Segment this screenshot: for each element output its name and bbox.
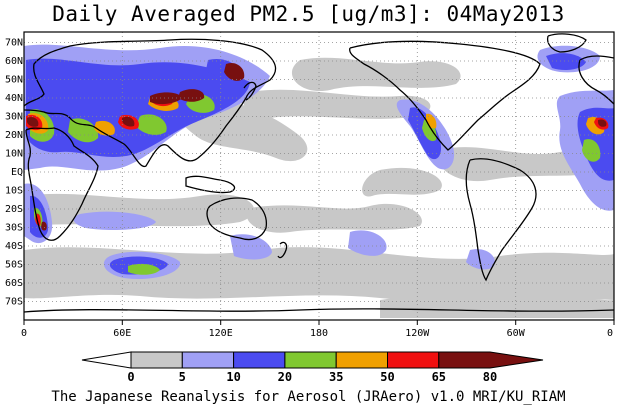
colorbar-label: 35 — [329, 370, 343, 384]
coastline-greenland — [546, 33, 587, 53]
coastlines — [24, 33, 614, 313]
extreme-concentration-areas — [27, 62, 607, 231]
colorbar-segment — [438, 351, 544, 369]
lon-label: 60E — [113, 328, 131, 339]
lat-label: 30S — [5, 223, 23, 234]
lon-label: 120E — [209, 328, 233, 339]
coastline-indonesia — [185, 175, 236, 194]
colorbar-segment — [335, 351, 389, 369]
coastline-antarctica — [24, 308, 614, 313]
lon-label: 180 — [310, 328, 328, 339]
coastline-africa — [25, 127, 99, 241]
coastline-europe — [578, 55, 614, 105]
lon-label: 0 — [607, 328, 613, 339]
colorbar-label: 50 — [380, 370, 394, 384]
lat-label: 10N — [5, 149, 23, 160]
lon-label: 120W — [405, 328, 430, 339]
footer-credit: The Japanese Reanalysis for Aerosol (JRA… — [51, 389, 566, 405]
coastline-north-america — [349, 40, 541, 151]
lat-label: 40S — [5, 241, 23, 252]
colorbar-segment — [130, 351, 183, 369]
lat-label: 20N — [5, 130, 23, 141]
colorbar-label: 5 — [179, 370, 186, 384]
colorbar-segment — [81, 351, 132, 369]
pm25-map: 70N 60N 50N 40N 30N 20N 10N EQ 10S 20S 3… — [5, 31, 615, 384]
colorbar-segment — [233, 351, 286, 369]
coastline-new-zealand — [277, 241, 288, 259]
coastline-south-america — [465, 158, 537, 282]
colorbar-segment — [387, 351, 440, 369]
light-concentration-areas — [24, 57, 614, 318]
lat-label: EQ — [11, 167, 23, 178]
colorbar-label: 65 — [432, 370, 446, 384]
coastline-japan — [243, 81, 257, 101]
plume-layer — [24, 44, 614, 318]
longitude-labels: 0 60E 120E 180 120W 60W 0 — [21, 328, 613, 339]
colorbar-segment — [284, 351, 337, 369]
lat-label: 60N — [5, 56, 23, 67]
lat-label: 50N — [5, 75, 23, 86]
lat-label: 60S — [5, 278, 23, 289]
lat-label: 10S — [5, 186, 23, 197]
map-title: Daily Averaged PM2.5 [ug/m3]: 04May2013 — [52, 2, 565, 26]
lat-label: 70S — [5, 297, 23, 308]
colorbar — [81, 351, 544, 369]
lat-label: 40N — [5, 93, 23, 104]
colorbar-label: 20 — [278, 370, 292, 384]
lat-label: 30N — [5, 112, 23, 123]
colorbar-labels: 0 5 10 20 35 50 65 80 — [127, 370, 497, 384]
lat-label: 70N — [5, 38, 23, 49]
latitude-labels: 70N 60N 50N 40N 30N 20N 10N EQ 10S 20S 3… — [5, 38, 23, 308]
lon-label: 60W — [507, 328, 526, 339]
colorbar-label: 10 — [226, 370, 240, 384]
lat-label: 50S — [5, 260, 23, 271]
colorbar-segment — [181, 351, 235, 369]
coastline-australia — [206, 197, 268, 241]
colorbar-label: 0 — [127, 370, 134, 384]
colorbar-label: 80 — [483, 370, 497, 384]
graticule — [24, 32, 614, 320]
lon-label: 0 — [21, 328, 27, 339]
lat-label: 20S — [5, 204, 23, 215]
coastline-eurasia — [24, 38, 277, 168]
axis-ticks — [23, 320, 615, 325]
